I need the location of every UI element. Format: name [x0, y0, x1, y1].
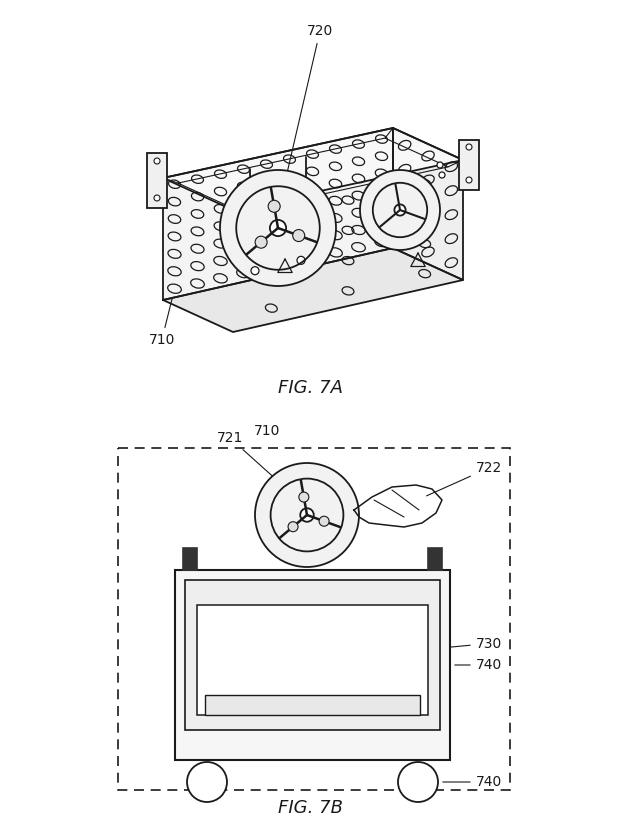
Text: FIG. 7B: FIG. 7B: [279, 799, 343, 817]
Polygon shape: [163, 128, 463, 210]
Bar: [205, 695, 420, 715]
Bar: [147, 153, 167, 208]
Text: 730: 730: [433, 637, 502, 651]
Bar: [197, 605, 428, 715]
Text: 710: 710: [149, 298, 175, 347]
Circle shape: [360, 170, 440, 250]
Circle shape: [439, 172, 445, 178]
Circle shape: [187, 762, 227, 802]
Text: 710: 710: [254, 424, 280, 438]
Text: 720: 720: [266, 24, 333, 264]
Circle shape: [299, 492, 309, 502]
Bar: [428, 548, 442, 570]
Bar: [118, 448, 510, 790]
Circle shape: [270, 220, 286, 237]
Circle shape: [466, 144, 472, 150]
Bar: [185, 580, 440, 730]
Polygon shape: [251, 261, 316, 279]
Polygon shape: [393, 128, 463, 280]
Circle shape: [255, 463, 359, 567]
Text: 740: 740: [455, 658, 502, 672]
Circle shape: [300, 509, 313, 522]
Polygon shape: [163, 128, 393, 300]
Circle shape: [293, 230, 305, 241]
Circle shape: [255, 237, 267, 248]
Circle shape: [466, 177, 472, 183]
Circle shape: [268, 200, 280, 213]
Text: 721: 721: [217, 431, 279, 482]
Circle shape: [319, 516, 329, 526]
Circle shape: [297, 256, 305, 265]
Text: 722: 722: [427, 461, 502, 496]
Circle shape: [251, 267, 259, 275]
Circle shape: [154, 195, 160, 201]
Circle shape: [288, 522, 298, 532]
Bar: [459, 140, 479, 190]
Text: FIG. 7A: FIG. 7A: [279, 379, 343, 397]
Bar: [183, 548, 197, 570]
Circle shape: [398, 762, 438, 802]
Polygon shape: [163, 248, 463, 332]
Circle shape: [220, 170, 336, 286]
Circle shape: [154, 158, 160, 164]
Circle shape: [394, 204, 406, 216]
Bar: [175, 570, 450, 760]
Text: 740: 740: [443, 775, 502, 789]
Circle shape: [437, 162, 443, 168]
